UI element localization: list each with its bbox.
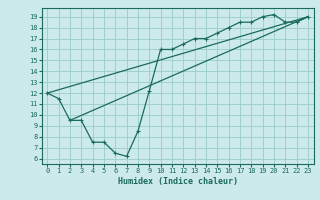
- X-axis label: Humidex (Indice chaleur): Humidex (Indice chaleur): [118, 177, 237, 186]
